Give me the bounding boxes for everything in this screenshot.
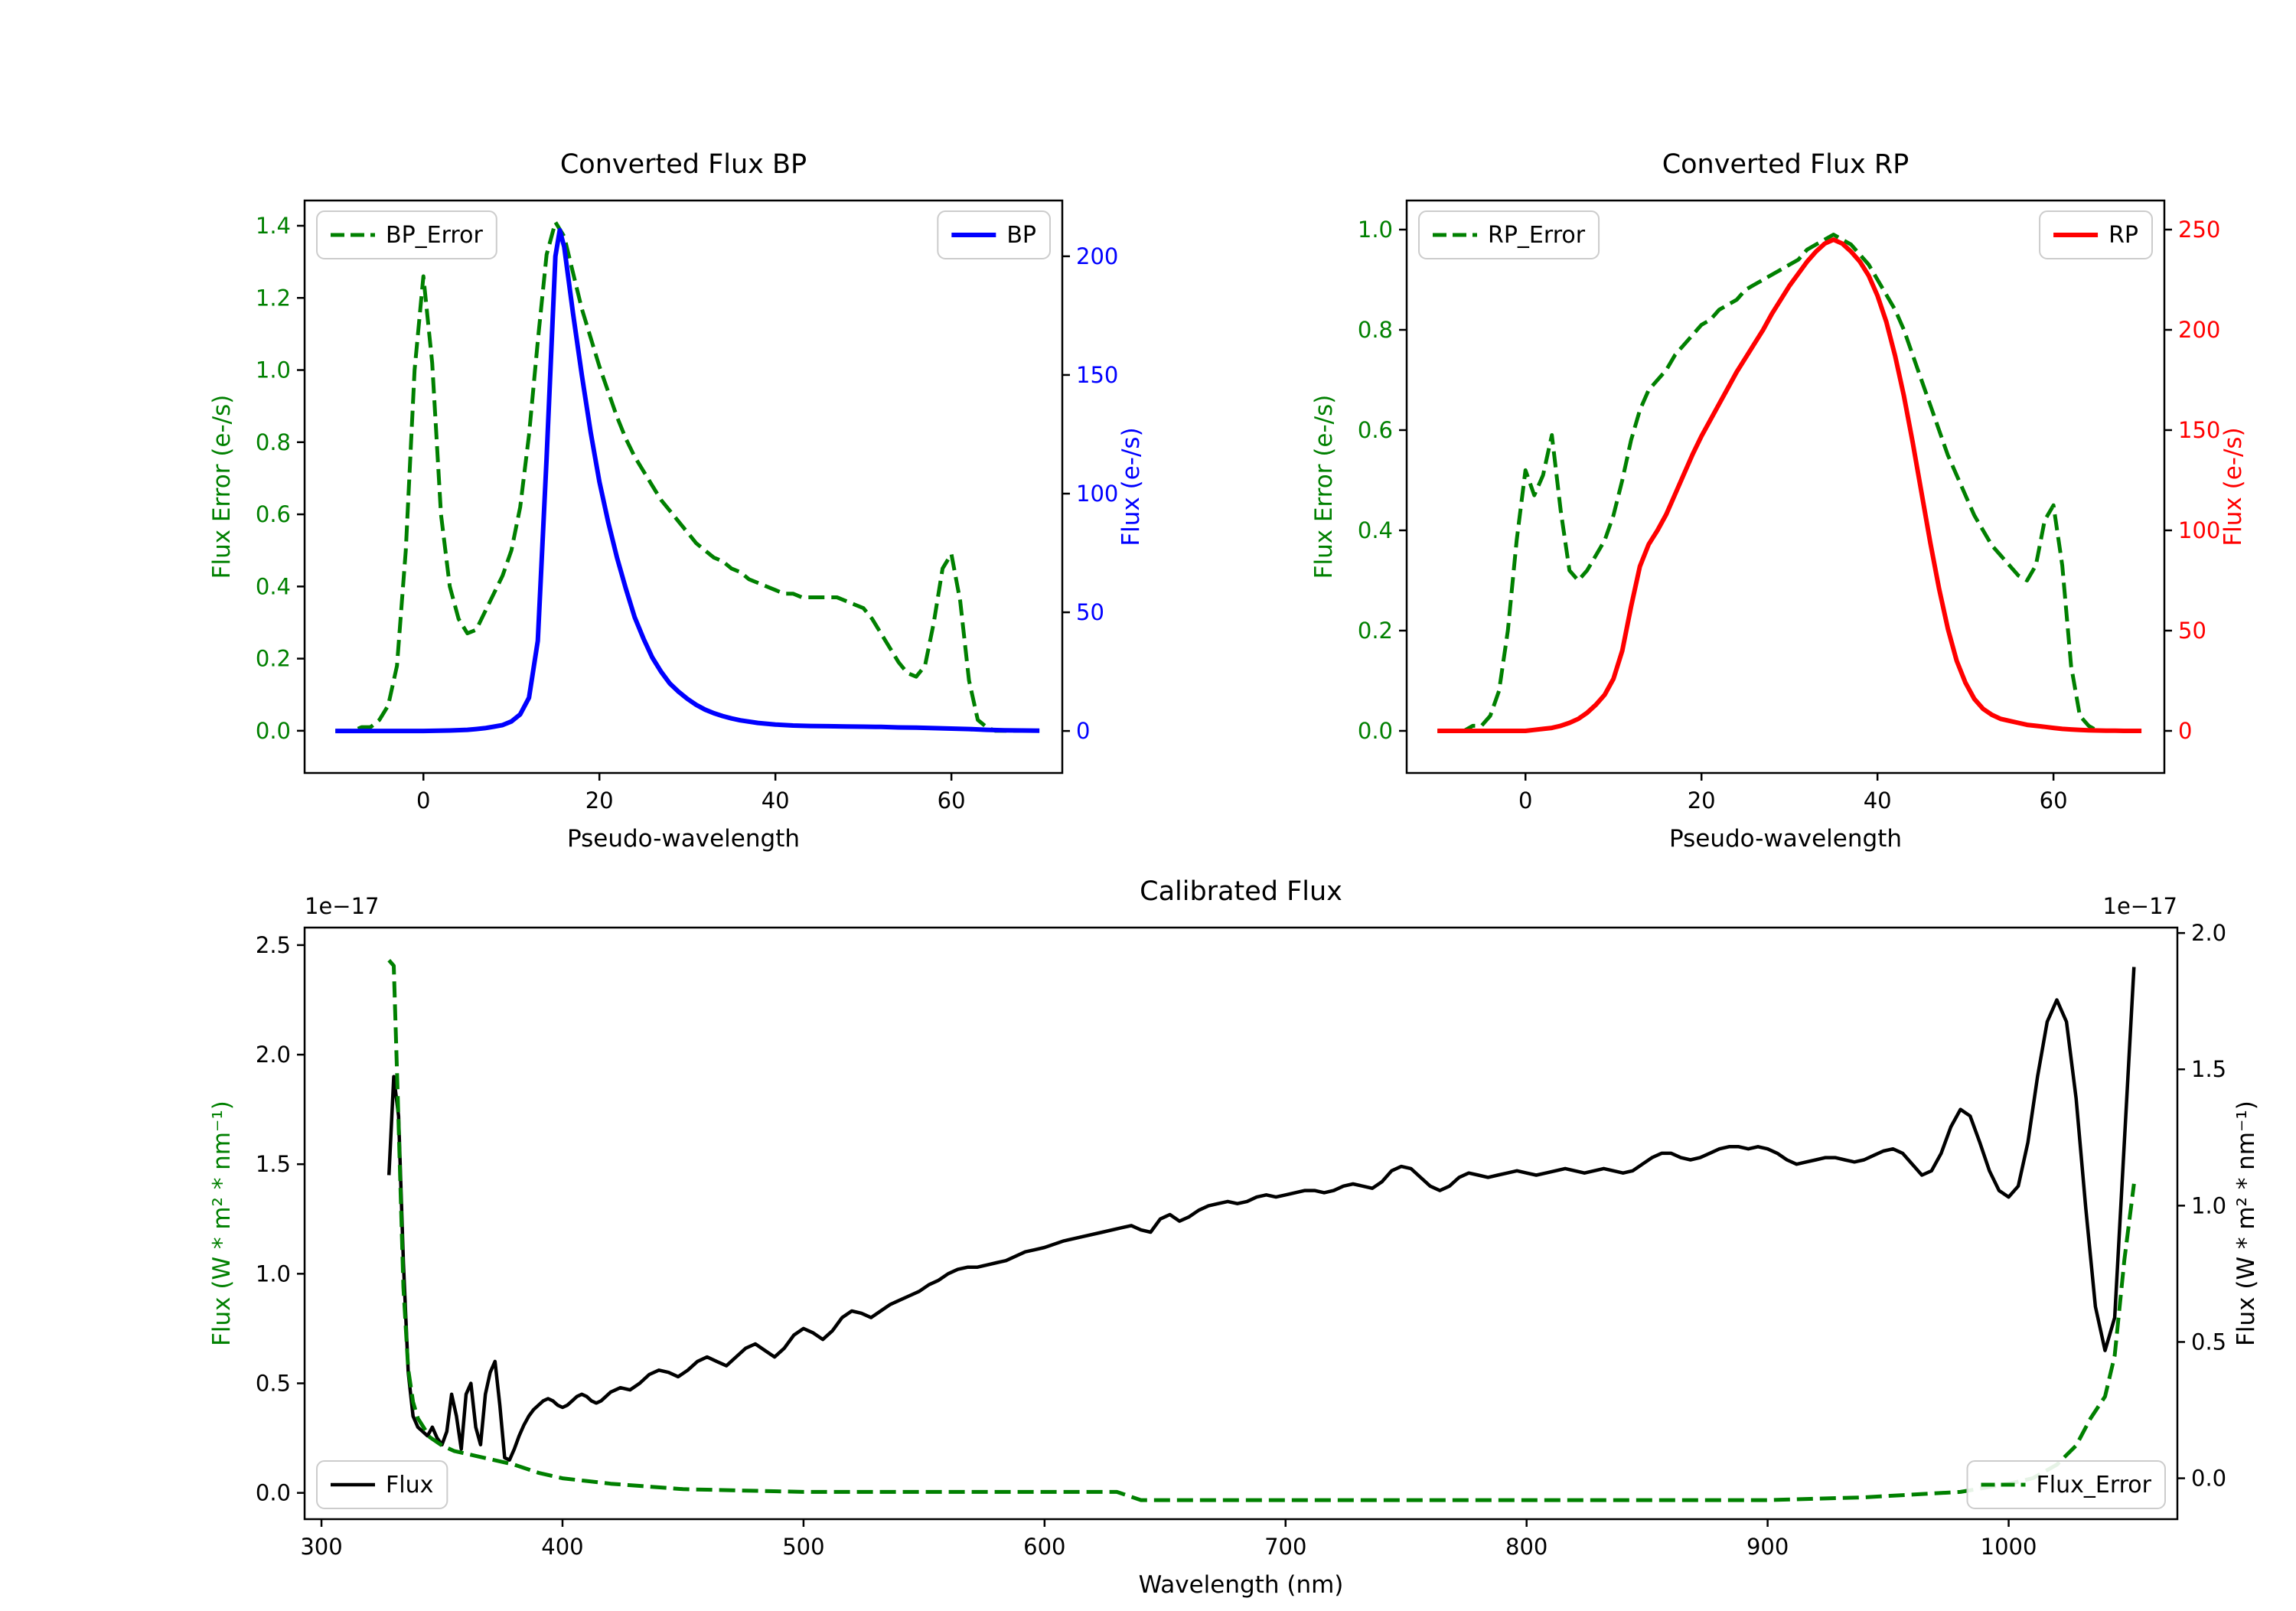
left-y-tick-label: 1.2 bbox=[256, 285, 291, 311]
series-line-RP_Error bbox=[1437, 233, 2142, 733]
x-tick-label: 700 bbox=[1264, 1534, 1306, 1560]
left-axis-label: Flux Error (e-/s) bbox=[208, 395, 236, 579]
legend-label: BP bbox=[1006, 222, 1036, 249]
x-tick-label: 60 bbox=[2040, 788, 2068, 814]
x-tick-label: 300 bbox=[300, 1534, 342, 1560]
legend-box bbox=[316, 210, 497, 259]
x-axis-label: Wavelength (nm) bbox=[1139, 1571, 1344, 1599]
axes-spines bbox=[303, 926, 2179, 1521]
legend-box bbox=[1966, 1460, 2166, 1509]
x-tick-label: 20 bbox=[1688, 788, 1716, 814]
legend-label: Flux bbox=[386, 1472, 433, 1498]
right-y-tick-label: 1.5 bbox=[2191, 1056, 2226, 1082]
axes-spines bbox=[303, 199, 1064, 775]
legend-Flux_Error: Flux_Error bbox=[1966, 1460, 2166, 1509]
right-y-tick-label: 100 bbox=[2178, 517, 2220, 543]
series-line-BP_Error bbox=[335, 220, 1040, 733]
legend-box bbox=[316, 1460, 448, 1509]
right-y-tick-label: 0.5 bbox=[2191, 1329, 2226, 1355]
right-y-tick-label: 250 bbox=[2178, 217, 2220, 243]
x-axis-label: Pseudo-wavelength bbox=[567, 825, 800, 853]
subplot-bp: 0 20 40 60 0.0 0.2 0.4 0.6 0.8 1.0 1.2 1.4 Flux Erro… bbox=[208, 149, 1145, 853]
left-y-tick-label: 1.5 bbox=[256, 1151, 291, 1177]
left-y-tick-label: 0.0 bbox=[256, 718, 291, 744]
right-axis-label: Flux (W * m² * nm⁻¹) bbox=[2232, 1101, 2260, 1346]
x-tick-label: 1000 bbox=[1981, 1534, 2037, 1560]
right-y-tick-label: 150 bbox=[2178, 417, 2220, 443]
x-tick-label: 400 bbox=[541, 1534, 583, 1560]
left-y-tick-label: 0.2 bbox=[1358, 618, 1393, 644]
left-y-tick-label: 1.4 bbox=[256, 213, 291, 239]
legend-label: BP_Error bbox=[386, 222, 483, 249]
right-y-tick-label: 0.0 bbox=[2191, 1466, 2226, 1492]
x-tick-label: 800 bbox=[1505, 1534, 1548, 1560]
x-tick-label: 40 bbox=[762, 788, 790, 814]
left-y-tick-label: 0.0 bbox=[1358, 718, 1393, 744]
series-line-BP bbox=[335, 227, 1040, 734]
right-y-tick-label: 0 bbox=[1076, 718, 1090, 744]
axes-spines bbox=[1405, 199, 2166, 775]
x-tick-label: 0 bbox=[1518, 788, 1532, 814]
left-y-tick-label: 0.2 bbox=[256, 646, 291, 672]
left-y-tick-label: 0.6 bbox=[256, 501, 291, 527]
x-tick-label: 60 bbox=[938, 788, 966, 814]
right-y-tick-label: 2.0 bbox=[2191, 920, 2226, 946]
plot-title: Converted Flux RP bbox=[1662, 149, 1910, 180]
x-tick-label: 500 bbox=[782, 1534, 824, 1560]
legend-RP_Error: RP_Error bbox=[1418, 210, 1600, 259]
plot-title: Converted Flux BP bbox=[560, 149, 807, 180]
legend-label: RP_Error bbox=[1488, 222, 1586, 249]
left-y-tick-label: 0.4 bbox=[256, 573, 291, 599]
right-axis-label: Flux (e-/s) bbox=[2219, 427, 2247, 546]
legend-RP: RP bbox=[2039, 210, 2153, 259]
legend-box bbox=[1418, 210, 1600, 259]
left-y-tick-label: 0.8 bbox=[1358, 317, 1393, 343]
right-axis-offset-text: 1e−17 bbox=[2103, 893, 2178, 919]
plot-title: Calibrated Flux bbox=[1140, 876, 1342, 907]
left-y-tick-label: 0.8 bbox=[256, 429, 291, 455]
x-axis-label: Pseudo-wavelength bbox=[1669, 825, 1902, 853]
left-y-tick-label: 0.5 bbox=[256, 1370, 291, 1396]
x-tick-label: 600 bbox=[1023, 1534, 1065, 1560]
subplot-calibrated: 300 400 500 600 700 800 900 1000 0.0 0.5 1.0 1.5 2.0… bbox=[208, 876, 2260, 1599]
right-y-tick-label: 1.0 bbox=[2191, 1192, 2226, 1218]
x-tick-label: 40 bbox=[1864, 788, 1892, 814]
left-axis-label: Flux Error (e-/s) bbox=[1310, 395, 1338, 579]
left-y-tick-label: 1.0 bbox=[1358, 217, 1393, 243]
right-y-tick-label: 200 bbox=[1076, 243, 1118, 269]
left-axis-offset-text: 1e−17 bbox=[305, 893, 380, 919]
left-y-tick-label: 0.4 bbox=[1358, 517, 1393, 543]
right-y-tick-label: 0 bbox=[2178, 718, 2192, 744]
right-axis-label: Flux (e-/s) bbox=[1117, 427, 1145, 546]
legend-Flux: Flux bbox=[316, 1460, 448, 1509]
left-y-tick-label: 2.5 bbox=[256, 932, 291, 958]
right-y-tick-label: 100 bbox=[1076, 481, 1118, 507]
right-y-tick-label: 200 bbox=[2178, 317, 2220, 343]
left-axis-label: Flux (W * m² * nm⁻¹) bbox=[208, 1101, 236, 1346]
legend-BP_Error: BP_Error bbox=[316, 210, 497, 259]
legend-BP: BP bbox=[937, 210, 1051, 259]
right-y-tick-label: 50 bbox=[2178, 618, 2206, 644]
right-y-tick-label: 50 bbox=[1076, 599, 1104, 625]
x-tick-label: 900 bbox=[1746, 1534, 1789, 1560]
left-y-tick-label: 1.0 bbox=[256, 1260, 291, 1287]
legend-label: Flux_Error bbox=[2037, 1472, 2152, 1498]
left-y-tick-label: 2.0 bbox=[256, 1042, 291, 1068]
left-y-tick-label: 1.0 bbox=[256, 357, 291, 383]
x-tick-label: 20 bbox=[585, 788, 614, 814]
x-tick-label: 0 bbox=[416, 788, 430, 814]
series-line-Flux bbox=[386, 967, 2136, 1462]
left-y-tick-label: 0.0 bbox=[256, 1480, 291, 1506]
series-line-RP bbox=[1437, 237, 2142, 733]
series-line-Flux_Error bbox=[387, 959, 2136, 1502]
left-y-tick-label: 0.6 bbox=[1358, 417, 1393, 443]
legend-label: RP bbox=[2108, 222, 2138, 249]
subplot-rp: 0 20 40 60 0.0 0.2 0.4 0.6 0.8 1.0 Flux Error (e-/… bbox=[1310, 149, 2247, 853]
right-y-tick-label: 150 bbox=[1076, 362, 1118, 388]
